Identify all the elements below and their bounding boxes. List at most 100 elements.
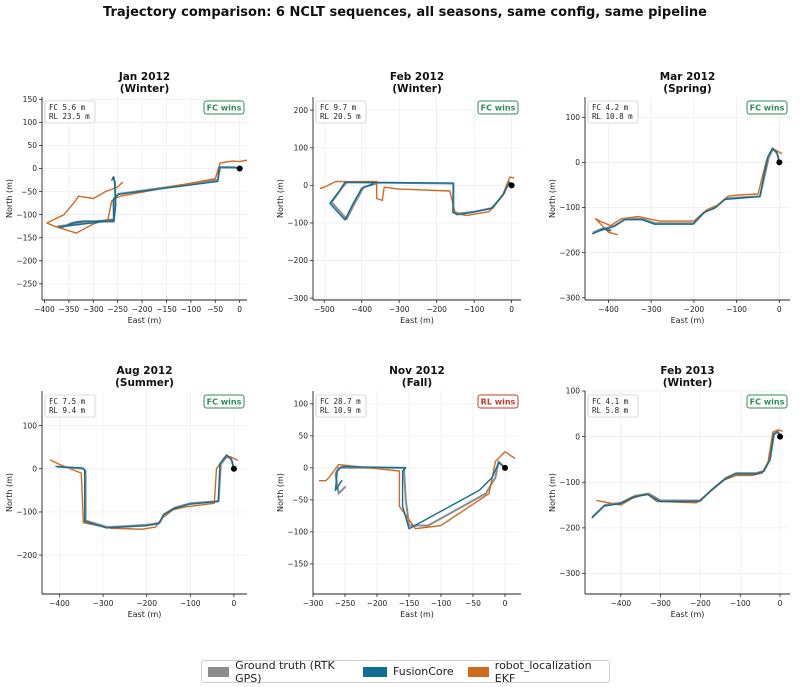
fc-error-text: FC 4.2 m: [592, 103, 629, 112]
winner-badge-frame: [477, 100, 519, 115]
y-tick-label: −300: [559, 293, 580, 302]
fusioncore-trajectory: [55, 454, 235, 529]
x-tick-label: −400: [611, 599, 632, 608]
winner-badge-text: RL wins: [481, 398, 516, 407]
y-tick-label: 100: [566, 387, 581, 396]
winner-badge: RL wins: [477, 394, 519, 409]
fusioncore-trajectory: [591, 430, 781, 519]
plot-area: [318, 451, 516, 530]
y-tick-label: 100: [23, 118, 38, 127]
panel-subtitle: (Winter): [663, 377, 713, 389]
x-tick-label: −350: [59, 305, 80, 314]
y-tick-label: −200: [559, 248, 580, 257]
plot-area: [50, 454, 239, 530]
panel-title: Mar 2012: [660, 71, 716, 83]
y-tick-label: −200: [16, 256, 37, 265]
x-tick-label: −100: [726, 305, 747, 314]
y-tick-label: −250: [16, 280, 37, 289]
legend-swatch-fusioncore: [363, 666, 388, 677]
stats-box: FC 4.2 mRL 10.8 m: [587, 100, 639, 124]
x-tick-label: −300: [93, 599, 114, 608]
y-tick-label: 0: [32, 464, 37, 473]
panel-subtitle: (Winter): [392, 83, 442, 95]
winner-badge-frame: [203, 394, 245, 409]
plot-area: [319, 176, 515, 221]
y-tick-label: −50: [292, 496, 308, 505]
y-axis-label: North (m): [548, 473, 557, 512]
y-tick-label: −100: [16, 210, 37, 219]
x-tick-label: 0: [777, 305, 782, 314]
stats-box-frame: [587, 394, 639, 418]
x-tick-label: −100: [730, 599, 751, 608]
legend-item-robot-localization: robot_localization EKF: [467, 659, 601, 685]
winner-badge: FC wins: [203, 100, 245, 115]
stats-box-frame: [587, 100, 639, 124]
plot-area: [592, 147, 783, 236]
fc-error-text: FC 4.1 m: [592, 397, 629, 406]
panel-title: Feb 2012: [390, 71, 444, 83]
y-tick-label: −300: [287, 294, 308, 303]
x-axis-label: East (m): [671, 610, 705, 619]
x-tick-label: −150: [399, 599, 420, 608]
stats-box: FC 5.6 mRL 23.5 m: [44, 100, 96, 124]
x-tick-label: 0: [778, 599, 783, 608]
winner-badge-text: FC wins: [207, 398, 242, 407]
y-tick-label: 0: [303, 181, 308, 190]
y-tick-label: 100: [294, 143, 309, 152]
start-marker: [776, 159, 783, 166]
x-axis-label: East (m): [128, 316, 162, 325]
winner-badge: FC wins: [477, 100, 519, 115]
fc-error-text: FC 7.5 m: [49, 397, 86, 406]
fusioncore-trajectory: [329, 181, 513, 221]
y-tick-label: 0: [303, 464, 308, 473]
y-tick-label: 100: [566, 113, 581, 122]
x-tick-label: −300: [641, 305, 662, 314]
x-tick-label: −100: [180, 599, 201, 608]
start-marker: [777, 433, 784, 440]
ground-truth-trajectory: [592, 147, 781, 234]
fusioncore-trajectory: [58, 166, 241, 228]
panel-title: Jan 2012: [118, 71, 170, 83]
y-tick-label: 0: [575, 432, 580, 441]
robot-localization-trajectory: [46, 159, 247, 234]
y-axis-label: North (m): [548, 179, 557, 218]
y-axis-label: North (m): [276, 473, 285, 512]
y-tick-label: −100: [559, 478, 580, 487]
y-tick-label: 100: [23, 421, 38, 430]
y-axis-label: North (m): [5, 179, 14, 218]
x-tick-label: −300: [389, 305, 410, 314]
y-tick-label: −200: [559, 524, 580, 533]
fusioncore-trajectory: [334, 462, 506, 530]
winner-badge-frame: [746, 394, 788, 409]
panel-title: Feb 2013: [660, 365, 714, 377]
x-tick-label: 0: [237, 305, 242, 314]
ground-truth-trajectory: [334, 460, 506, 527]
y-axis-label: North (m): [276, 179, 285, 218]
x-axis-label: East (m): [400, 316, 434, 325]
y-tick-label: −200: [287, 256, 308, 265]
x-tick-label: −200: [690, 599, 711, 608]
rl-error-text: RL 10.9 m: [320, 406, 361, 415]
y-tick-label: −50: [21, 187, 37, 196]
y-tick-label: −200: [16, 551, 37, 560]
y-tick-label: 50: [298, 432, 308, 441]
winner-badge-text: FC wins: [750, 104, 785, 113]
winner-badge-text: FC wins: [481, 104, 516, 113]
stats-box-frame: [315, 100, 367, 124]
x-tick-label: −500: [314, 305, 335, 314]
stats-box: FC 28.7 mRL 10.9 m: [315, 394, 367, 418]
x-tick-label: −300: [83, 305, 104, 314]
y-tick-label: −100: [287, 219, 308, 228]
robot-localization-trajectory: [318, 451, 516, 530]
y-tick-label: 100: [294, 400, 309, 409]
rl-error-text: RL 9.4 m: [49, 406, 86, 415]
panel-subtitle: (Winter): [120, 83, 170, 95]
x-axis-label: East (m): [128, 610, 162, 619]
x-tick-label: −300: [303, 599, 324, 608]
figure-title: Trajectory comparison: 6 NCLT sequences,…: [103, 5, 707, 20]
rl-error-text: RL 20.5 m: [320, 112, 361, 121]
legend: Ground truth (RTK GPS) FusionCore robot_…: [201, 659, 610, 685]
x-tick-label: −400: [49, 599, 70, 608]
winner-badge-frame: [477, 394, 519, 409]
